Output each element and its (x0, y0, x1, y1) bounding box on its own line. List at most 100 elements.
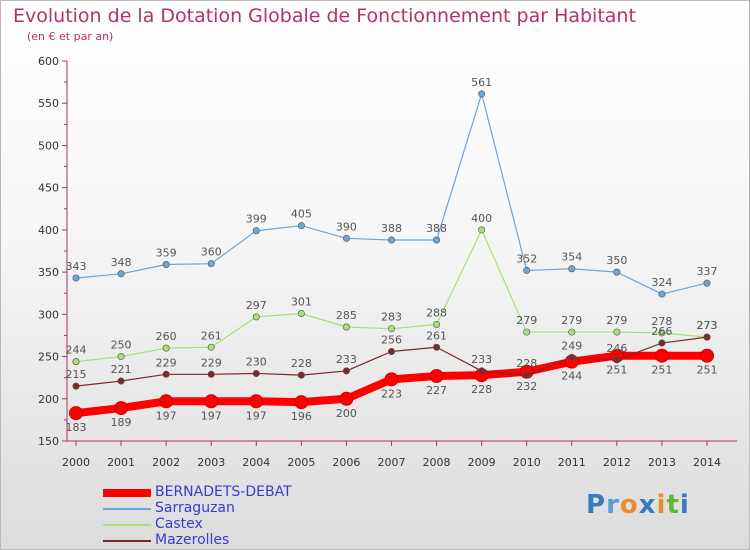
data-label: 227 (426, 384, 447, 397)
legend-label: Castex (155, 516, 203, 532)
data-point (204, 394, 219, 409)
data-point (387, 236, 395, 244)
x-tick-label: 2003 (197, 456, 225, 469)
logo-letter: x (638, 490, 657, 520)
data-label: 279 (606, 314, 627, 327)
data-label: 297 (246, 299, 267, 312)
legend-swatch (103, 524, 151, 526)
data-point (162, 370, 170, 378)
data-label: 250 (111, 339, 132, 352)
y-tick-label: 150 (38, 435, 59, 448)
logo-letter: i (656, 490, 667, 520)
data-label: 196 (291, 410, 312, 423)
data-point (387, 347, 395, 355)
data-point (162, 261, 170, 269)
data-point (433, 236, 441, 244)
logo-letter: r (606, 490, 620, 520)
data-label: 246 (606, 342, 627, 355)
legend-label: BERNADETS-DEBAT (155, 484, 292, 500)
data-point (294, 395, 309, 410)
data-label: 200 (336, 407, 357, 420)
legend-swatch (103, 508, 151, 510)
data-point (69, 406, 83, 421)
data-point (297, 222, 305, 230)
data-point (613, 356, 621, 364)
y-tick-label: 500 (38, 139, 59, 152)
data-point (339, 391, 354, 406)
x-tick-label: 2004 (242, 456, 270, 469)
data-label: 352 (516, 252, 537, 265)
data-label: 230 (246, 355, 267, 368)
data-point (342, 234, 350, 242)
data-point (433, 343, 441, 351)
x-tick-label: 2001 (107, 456, 135, 469)
data-point (613, 328, 621, 336)
data-label: 273 (697, 319, 718, 332)
data-label: 390 (336, 220, 357, 233)
data-label: 266 (651, 325, 672, 338)
data-label: 273 (697, 319, 718, 332)
data-label: 233 (336, 353, 357, 366)
logo-letter: P (586, 490, 607, 520)
data-point (342, 367, 350, 375)
data-label: 285 (336, 309, 357, 322)
data-label: 228 (291, 357, 312, 370)
logo-letter: i (679, 490, 690, 520)
data-label: 279 (561, 314, 582, 327)
data-point (568, 353, 576, 361)
data-label: 324 (651, 276, 672, 289)
data-point (523, 266, 531, 274)
data-point (568, 328, 576, 336)
data-label: 399 (246, 213, 267, 226)
data-label: 359 (156, 247, 177, 260)
data-point (72, 274, 80, 282)
data-label: 405 (291, 208, 312, 221)
data-point (700, 348, 714, 363)
y-tick-label: 200 (38, 393, 59, 406)
data-point (384, 372, 399, 387)
data-label: 197 (156, 409, 177, 422)
data-point (72, 358, 80, 366)
data-label: 244 (66, 344, 87, 357)
x-tick-label: 2007 (378, 456, 406, 469)
x-tick-label: 2002 (152, 456, 180, 469)
y-tick-label: 400 (38, 224, 59, 237)
legend-swatch (103, 489, 151, 497)
data-point (478, 90, 486, 98)
data-label: 229 (156, 356, 177, 369)
data-label: 232 (516, 380, 537, 393)
x-tick-label: 2011 (558, 456, 586, 469)
data-label: 249 (561, 339, 582, 352)
data-label: 251 (606, 364, 627, 377)
legend-label: Sarraguzan (155, 500, 235, 516)
data-point (249, 394, 264, 409)
data-point (162, 344, 170, 352)
x-tick-label: 2008 (423, 456, 451, 469)
data-point (523, 328, 531, 336)
data-label: 228 (516, 357, 537, 370)
data-point (658, 329, 666, 337)
y-tick-label: 350 (38, 266, 59, 279)
data-point (613, 268, 621, 276)
data-label: 221 (111, 363, 132, 376)
data-label: 278 (651, 315, 672, 328)
data-label: 256 (381, 333, 402, 346)
data-label: 251 (697, 364, 718, 377)
x-tick-label: 2005 (287, 456, 315, 469)
data-label: 561 (471, 76, 492, 89)
data-point (703, 279, 711, 287)
data-label: 229 (201, 356, 222, 369)
data-label: 244 (561, 370, 582, 383)
data-point (568, 265, 576, 273)
data-point (342, 323, 350, 331)
x-tick-label: 2010 (513, 456, 541, 469)
data-label: 223 (381, 387, 402, 400)
data-label: 228 (471, 383, 492, 396)
chart-subtitle: (en € et par an) (27, 30, 114, 43)
data-label: 197 (201, 409, 222, 422)
x-tick-label: 2013 (648, 456, 676, 469)
logo-letter: o (619, 490, 639, 520)
y-tick-label: 450 (38, 182, 59, 195)
data-point (654, 348, 669, 363)
data-label: 183 (66, 421, 87, 434)
